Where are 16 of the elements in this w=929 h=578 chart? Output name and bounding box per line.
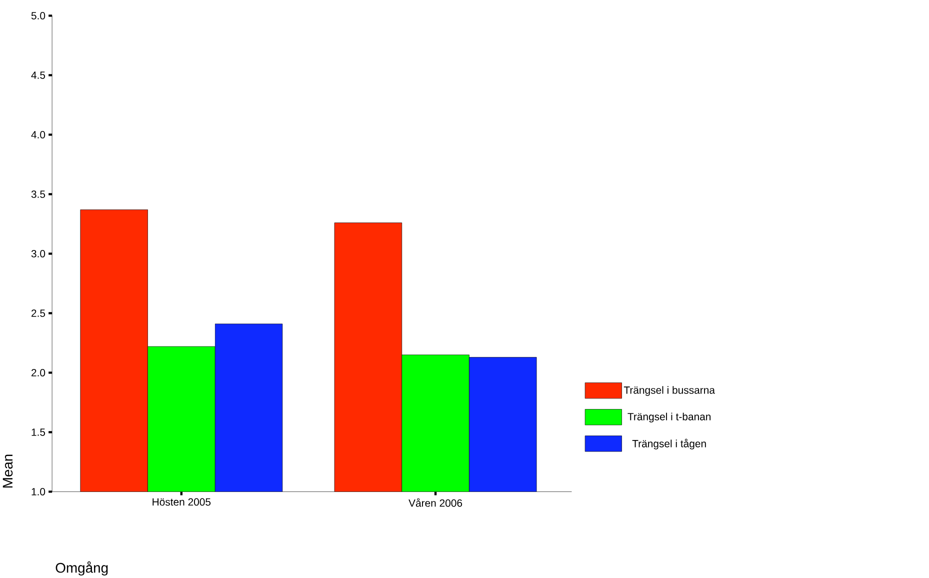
y-tick-label: 4.5 bbox=[31, 71, 46, 79]
legend-label: Trängsel i tågen bbox=[632, 438, 706, 450]
y-tick-label: 1.5 bbox=[32, 428, 46, 436]
y-tick-label: 5.0 bbox=[31, 12, 46, 20]
y-tick-label: 3.0 bbox=[31, 250, 46, 258]
y-tick-label: 4.0 bbox=[31, 130, 46, 138]
x-tick-label: Hösten 2005 bbox=[152, 498, 211, 506]
legend-label: Trängsel i bussarna bbox=[624, 386, 715, 396]
y-tick-label: 3.5 bbox=[31, 190, 46, 198]
x-tick-label: Våren 2006 bbox=[408, 498, 462, 507]
y-tick-label: 2.5 bbox=[32, 309, 46, 317]
x-axis-title: Omgång bbox=[56, 561, 108, 576]
y-axis-title: Mean bbox=[2, 454, 13, 488]
y-tick-label: 2.0 bbox=[32, 368, 46, 376]
y-tick-label: 1.0 bbox=[32, 488, 46, 496]
legend-label: Trängsel i t-banan bbox=[628, 412, 711, 422]
